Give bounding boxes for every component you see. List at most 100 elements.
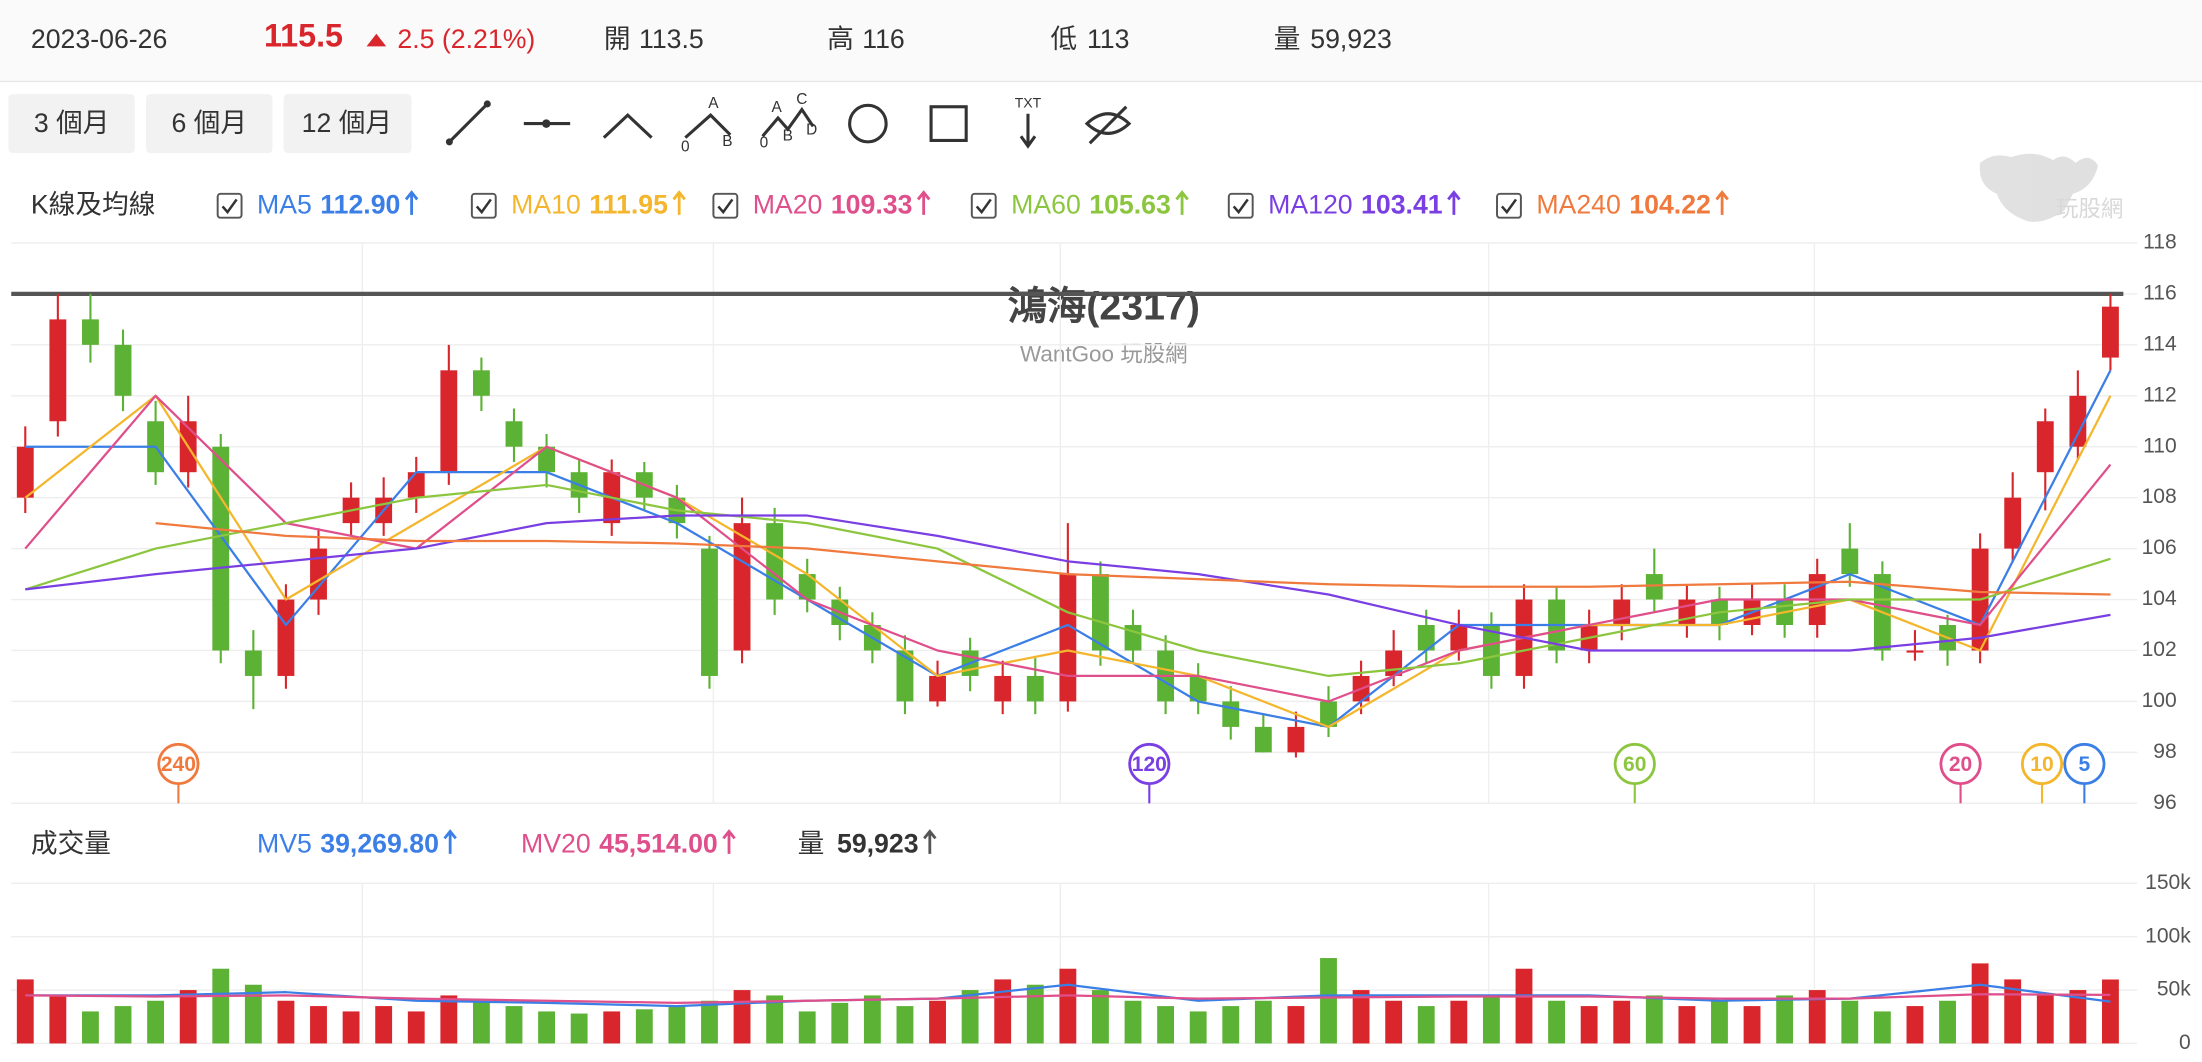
legend-value: 105.63 xyxy=(1089,190,1171,220)
tool-letter: A xyxy=(708,95,719,112)
candle-body xyxy=(1613,599,1631,626)
button-label: 6 個月 xyxy=(171,108,247,138)
volume-bar xyxy=(1808,990,1826,1044)
checkbox[interactable] xyxy=(1227,192,1254,219)
legend-value: 45,514.00 xyxy=(599,828,718,858)
volume-bar xyxy=(603,1011,621,1044)
date: 2023-06-26 xyxy=(31,24,167,54)
candle-body xyxy=(1450,625,1468,651)
ma-line xyxy=(25,514,2111,652)
candle-body xyxy=(82,319,99,345)
range-button[interactable]: 12 個月 xyxy=(283,94,412,154)
volume-bar xyxy=(16,979,34,1044)
icon xyxy=(542,119,551,128)
tool-circle[interactable] xyxy=(848,103,888,144)
volume-bar xyxy=(2069,990,2087,1044)
tool-letter: 0 xyxy=(681,139,690,156)
logo-mark xyxy=(1979,153,2099,222)
checkbox[interactable] xyxy=(216,192,243,219)
range-button[interactable]: 3 個月 xyxy=(8,94,135,154)
marker-label: 20 xyxy=(1949,753,1972,776)
volume-bar xyxy=(49,995,67,1044)
candle-body xyxy=(1906,650,1924,653)
candle-body xyxy=(1189,675,1207,702)
volume-bar xyxy=(1482,995,1500,1044)
volume-bar xyxy=(1189,1011,1207,1044)
volume-bar xyxy=(1711,1000,1728,1044)
tool-hide[interactable] xyxy=(1084,105,1132,145)
checkbox[interactable] xyxy=(1496,192,1522,219)
candle-body xyxy=(244,650,262,676)
candle-body xyxy=(1417,625,1435,651)
trend-arrow xyxy=(1715,190,1729,215)
tool-letter: B xyxy=(722,133,732,150)
price: 115.5 xyxy=(264,17,343,53)
change: 2.5 (2.21%) xyxy=(397,24,535,54)
tool-rect[interactable] xyxy=(929,105,968,142)
candle-body xyxy=(1092,574,1109,651)
legend-name: MA60 xyxy=(1011,190,1081,220)
price-legend-title: K線及均線 xyxy=(31,190,155,220)
tool-angle[interactable] xyxy=(602,113,653,139)
candle-body xyxy=(1320,701,1337,727)
ma-line xyxy=(24,483,2111,678)
volume-bar xyxy=(407,1011,425,1044)
tool-abcd[interactable]: A C 0 B D xyxy=(760,91,818,152)
trend-arrow xyxy=(1175,190,1189,215)
volume-bar xyxy=(277,1000,295,1044)
marker-label: 5 xyxy=(2079,753,2091,776)
range-button[interactable]: 6 個月 xyxy=(146,94,273,154)
candle-body xyxy=(2036,421,2054,473)
volume-bar xyxy=(244,984,262,1044)
volume-bar xyxy=(1645,995,1663,1044)
volume-bar xyxy=(505,1006,523,1044)
legend-name: MA120 xyxy=(1268,190,1353,220)
candle-body xyxy=(407,472,425,498)
y-tick-label: 108 xyxy=(2142,485,2177,508)
tool-letter: TXT xyxy=(1015,95,1042,111)
legend-value: 103.41 xyxy=(1361,190,1443,220)
candle-body xyxy=(49,319,67,422)
volume-bar xyxy=(212,968,230,1044)
y-tick-label: 118 xyxy=(2143,231,2177,254)
marks-layer: MA5 112.90 MA10 111.95 MA20 109.33 MA60 105.63 M… xyxy=(16,190,2119,1044)
volume-bar xyxy=(1939,1000,1956,1044)
trend-arrow xyxy=(672,190,686,215)
icon xyxy=(445,138,453,146)
tool-abc[interactable]: A 0 B xyxy=(681,95,733,156)
volume-bar xyxy=(1548,1000,1565,1044)
legend-value: 112.90 xyxy=(320,190,400,220)
checkbox[interactable] xyxy=(712,192,739,219)
checkbox[interactable] xyxy=(470,192,497,219)
checkbox[interactable] xyxy=(970,192,997,219)
high-label: 高 xyxy=(827,24,854,54)
volume-bar xyxy=(310,1006,327,1044)
legend-name: MA20 xyxy=(753,190,823,220)
marker xyxy=(1939,742,1982,786)
tool-hline[interactable] xyxy=(523,119,571,128)
y-tick-label: 0 xyxy=(2179,1031,2191,1054)
volume-bar xyxy=(1450,1000,1468,1044)
candle-body xyxy=(1124,625,1142,651)
candle-body xyxy=(1254,726,1272,753)
icon xyxy=(1084,112,1132,135)
tool-letter: C xyxy=(796,91,807,108)
checkmark xyxy=(717,198,734,215)
volume-bar xyxy=(1841,1000,1859,1044)
candle-body xyxy=(1482,625,1500,676)
volume-value: 59,923 xyxy=(1310,24,1392,54)
legend-value: 104.22 xyxy=(1629,190,1711,220)
candle-body xyxy=(1841,548,1859,575)
tool-letter: 0 xyxy=(760,134,769,151)
y-tick-label: 104 xyxy=(2142,587,2177,610)
logo: 玩股網 xyxy=(1979,153,2123,222)
tool-line[interactable] xyxy=(445,100,491,146)
candle-body xyxy=(2102,306,2119,358)
volume-bar xyxy=(961,990,979,1044)
tool-text[interactable]: TXT xyxy=(1015,95,1042,149)
trend-arrow xyxy=(404,190,419,215)
volume-bar xyxy=(668,1006,686,1044)
volume-bar xyxy=(1352,990,1370,1044)
marker xyxy=(1128,742,1171,786)
